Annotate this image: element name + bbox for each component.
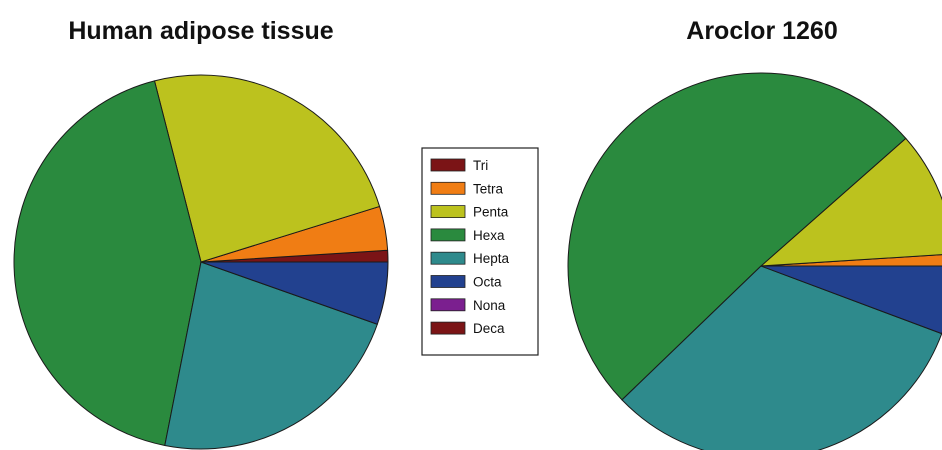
legend-swatch-hexa xyxy=(430,228,466,242)
legend: Tri Tetra Penta Hexa Hepta Octa Nona Deca xyxy=(421,147,539,356)
right-slice-hepta xyxy=(621,265,942,450)
legend-label-tetra: Tetra xyxy=(473,181,504,196)
legend-label-nona: Nona xyxy=(473,298,506,313)
left-slice-penta xyxy=(153,74,381,263)
right-chart-title: Aroclor 1260 xyxy=(686,17,837,45)
legend-label-hexa: Hexa xyxy=(473,228,505,243)
legend-label-deca: Deca xyxy=(473,321,505,336)
legend-swatch-penta xyxy=(430,205,466,219)
left-chart-title: Human adipose tissue xyxy=(68,17,333,45)
right-slice-hexa xyxy=(567,72,907,401)
legend-swatch-nona xyxy=(430,298,466,312)
right-pie-chart xyxy=(567,72,942,450)
legend-label-hepta: Hepta xyxy=(473,251,510,266)
legend-swatch-deca xyxy=(430,321,466,335)
right-slice-tetra xyxy=(760,254,942,267)
legend-label-penta: Penta xyxy=(473,205,509,220)
legend-swatch-tetra xyxy=(430,181,466,195)
legend-label-tri: Tri xyxy=(473,158,488,173)
right-slice-penta xyxy=(760,137,942,267)
legend-swatch-octa xyxy=(430,275,466,288)
legend-swatch-hepta xyxy=(430,251,466,265)
left-pie-chart xyxy=(13,74,389,450)
legend-items: Tri Tetra Penta Hexa Hepta Octa Nona Deca xyxy=(430,158,510,336)
legend-label-octa: Octa xyxy=(473,275,502,290)
legend-swatch-tri xyxy=(430,158,466,172)
left-slice-hepta xyxy=(164,261,378,450)
left-slice-hexa xyxy=(13,80,202,446)
left-slice-octa xyxy=(200,261,389,325)
